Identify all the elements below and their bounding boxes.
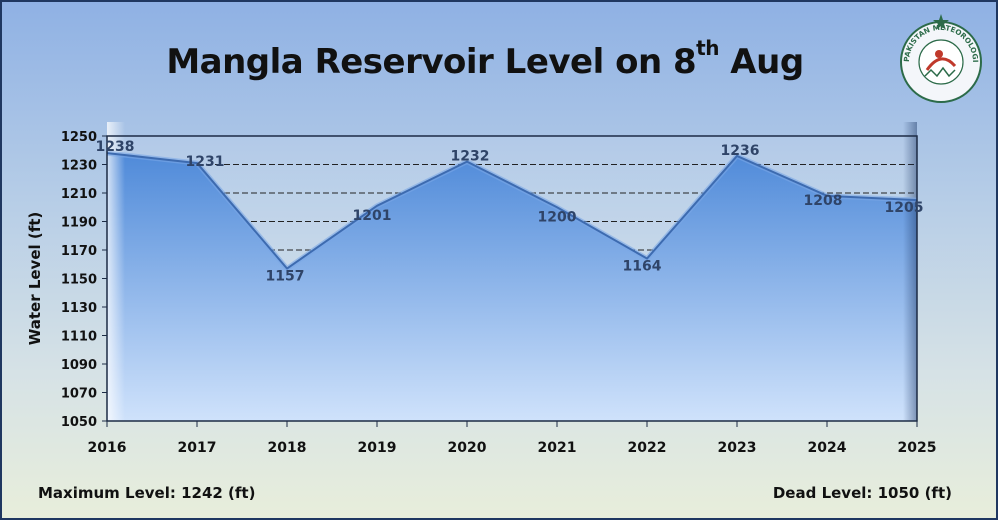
y-tick-label-1210: 1210 [61,187,97,202]
y-tick-label-1070: 1070 [61,387,97,402]
chart-title: Mangla Reservoir Level on 8th Aug [2,38,968,82]
title-end: Aug [718,42,804,82]
title-superscript: th [696,36,719,60]
dead-level-note: Dead Level: 1050 (ft) [772,484,952,502]
data-label-2022: 1164 [623,259,662,275]
y-axis-label: Water Level (ft) [26,212,44,346]
y-tick-label-1190: 1190 [61,216,97,231]
y-tick-label-1090: 1090 [61,358,97,373]
data-label-2017: 1231 [186,154,225,170]
x-tick-label-2020: 2020 [448,440,487,456]
x-tick-label-2023: 2023 [718,440,757,456]
y-tick-label-1170: 1170 [61,244,97,259]
data-label-2018: 1157 [266,269,305,285]
y-tick-label-1150: 1150 [61,273,97,288]
area-top-line [106,152,918,270]
data-label-2025: 1205 [885,200,924,216]
area-fill [107,153,917,421]
max-level-note: Maximum Level: 1242 (ft) [38,484,256,502]
y-tick-label-1110: 1110 [61,330,97,345]
y-tick-label-1230: 1230 [61,159,97,174]
x-tick-label-2016: 2016 [88,440,127,456]
x-tick-label-2024: 2024 [808,440,847,456]
data-label-2023: 1236 [721,143,760,159]
y-tick-label-1250: 1250 [61,130,97,145]
y-tick-label-1130: 1130 [61,301,97,316]
data-label-2021: 1200 [538,209,577,225]
x-tick-label-2025: 2025 [898,440,937,456]
x-tick-label-2017: 2017 [178,440,217,456]
area-bevel-right [903,122,917,421]
title-main: Mangla Reservoir Level on 8 [166,42,697,82]
x-tick-label-2019: 2019 [358,440,397,456]
pakistan-meteorological-department-seal-icon: PAKISTAN METEOROLOGICAL DEPARTMENT [887,3,982,103]
data-label-2024: 1208 [804,193,843,209]
pmd-logo: PAKISTAN METEOROLOGICAL DEPARTMENT [887,3,991,110]
y-tick-label-1050: 1050 [61,415,97,430]
data-label-2016: 1238 [96,139,135,155]
x-tick-label-2021: 2021 [538,440,577,456]
data-label-2019: 1201 [353,208,392,224]
area-bevel-left [107,122,125,421]
x-tick-label-2022: 2022 [628,440,667,456]
data-label-2020: 1232 [451,149,490,165]
x-tick-label-2018: 2018 [268,440,307,456]
